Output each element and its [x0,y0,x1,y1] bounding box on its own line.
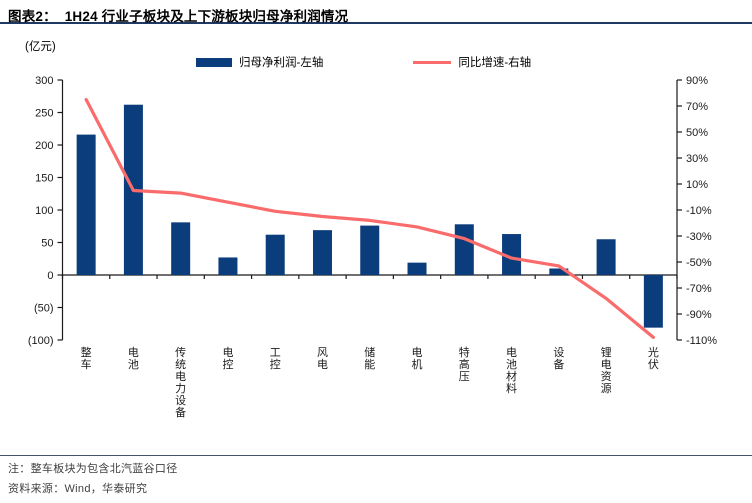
svg-text:150: 150 [35,173,53,185]
svg-text:-90%: -90% [686,309,712,321]
legend-item-net-profit: 归母净利润-左轴 [196,54,323,70]
svg-text:90%: 90% [686,75,708,87]
svg-text:电机: 电机 [412,346,423,371]
svg-text:50%: 50% [686,127,708,139]
svg-text:300: 300 [35,75,53,87]
svg-text:-10%: -10% [686,205,712,217]
svg-text:特高压: 特高压 [459,345,470,383]
svg-text:200: 200 [35,140,53,152]
legend-label-net-profit: 归母净利润-左轴 [239,57,324,69]
svg-text:250: 250 [35,108,53,120]
svg-text:工控: 工控 [270,347,281,371]
chart-legend: 归母净利润-左轴 同比增速-右轴 [196,54,531,70]
svg-text:风电: 风电 [317,346,328,371]
svg-text:(50): (50) [34,303,54,315]
svg-text:50: 50 [41,238,53,250]
svg-text:-70%: -70% [686,283,712,295]
figure-header [0,0,752,24]
svg-text:电池: 电池 [128,346,139,371]
svg-text:储能: 储能 [364,345,375,371]
legend-label-yoy-growth: 同比增速-右轴 [458,57,532,69]
svg-text:整车: 整车 [81,345,92,371]
svg-text:100: 100 [35,205,53,217]
note-text: 注：整车板块为包含北汽蓝谷口径 [8,463,178,475]
svg-text:30%: 30% [686,153,708,165]
svg-text:-50%: -50% [686,257,712,269]
bar-line-chart: 300 250 200 150 100 50 0 (50) (100) 90% 70% 50% 30% 1… [28,75,717,419]
svg-text:传统电力设备: 传统电力设备 [175,346,186,419]
svg-text:设备: 设备 [553,346,564,371]
svg-text:电池材料: 电池材料 [506,346,517,395]
svg-text:电控: 电控 [222,346,233,371]
svg-text:-30%: -30% [686,231,712,243]
figure-title: 图表2： 1H24 行业子板块及上下游板块归母净利润情况 [8,9,349,24]
svg-text:-110%: -110% [686,335,717,347]
svg-text:10%: 10% [686,179,708,191]
svg-text:0: 0 [47,270,53,282]
source-text: 资料来源：Wind，华泰研究 [8,483,148,495]
figure-footnotes: 注：整车板块为包含北汽蓝谷口径 资料来源：Wind，华泰研究 [0,455,752,496]
left-axis-unit-label: (亿元) [25,41,56,53]
svg-text:锂电资源: 锂电资源 [601,345,612,395]
svg-text:70%: 70% [686,101,708,113]
svg-text:光伏: 光伏 [648,345,659,371]
legend-item-yoy-growth: 同比增速-右轴 [413,54,531,70]
bar-swatch-icon [196,57,232,67]
svg-text:(100): (100) [28,335,54,347]
line-swatch-icon [413,60,452,64]
footnote-separator [0,455,752,456]
